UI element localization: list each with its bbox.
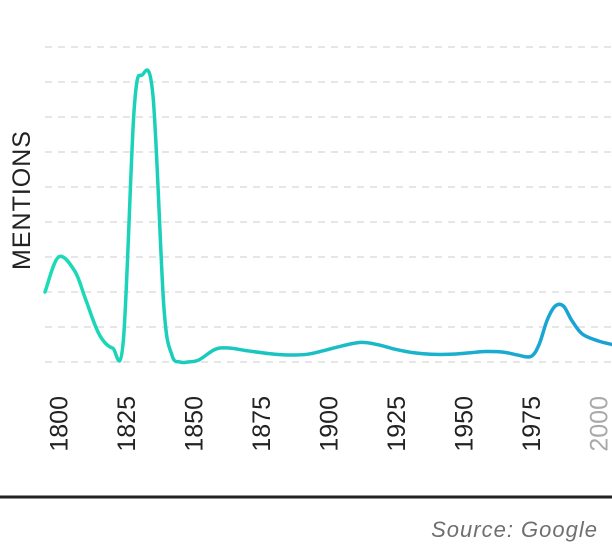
gridlines [45, 46, 612, 363]
x-tick-label: 1850 [181, 396, 209, 452]
x-tick-label: 1800 [46, 396, 74, 452]
x-tick-label: 1925 [383, 396, 411, 452]
x-tick-label: 1975 [518, 396, 546, 452]
series-line-mentions [43, 68, 612, 365]
x-tick-label: 1950 [451, 396, 479, 452]
x-axis-ticks: 1800 1825 1850 1875 1900 1925 1950 1975 2000 [46, 396, 612, 452]
x-tick-label: 1900 [316, 396, 344, 452]
x-tick-label: 1825 [113, 396, 141, 452]
y-axis-label: MENTIONS [8, 130, 36, 270]
source-credit: Source: Google [431, 517, 598, 542]
x-tick-label: 1875 [248, 396, 276, 452]
x-tick-label: 2000 [586, 396, 612, 452]
